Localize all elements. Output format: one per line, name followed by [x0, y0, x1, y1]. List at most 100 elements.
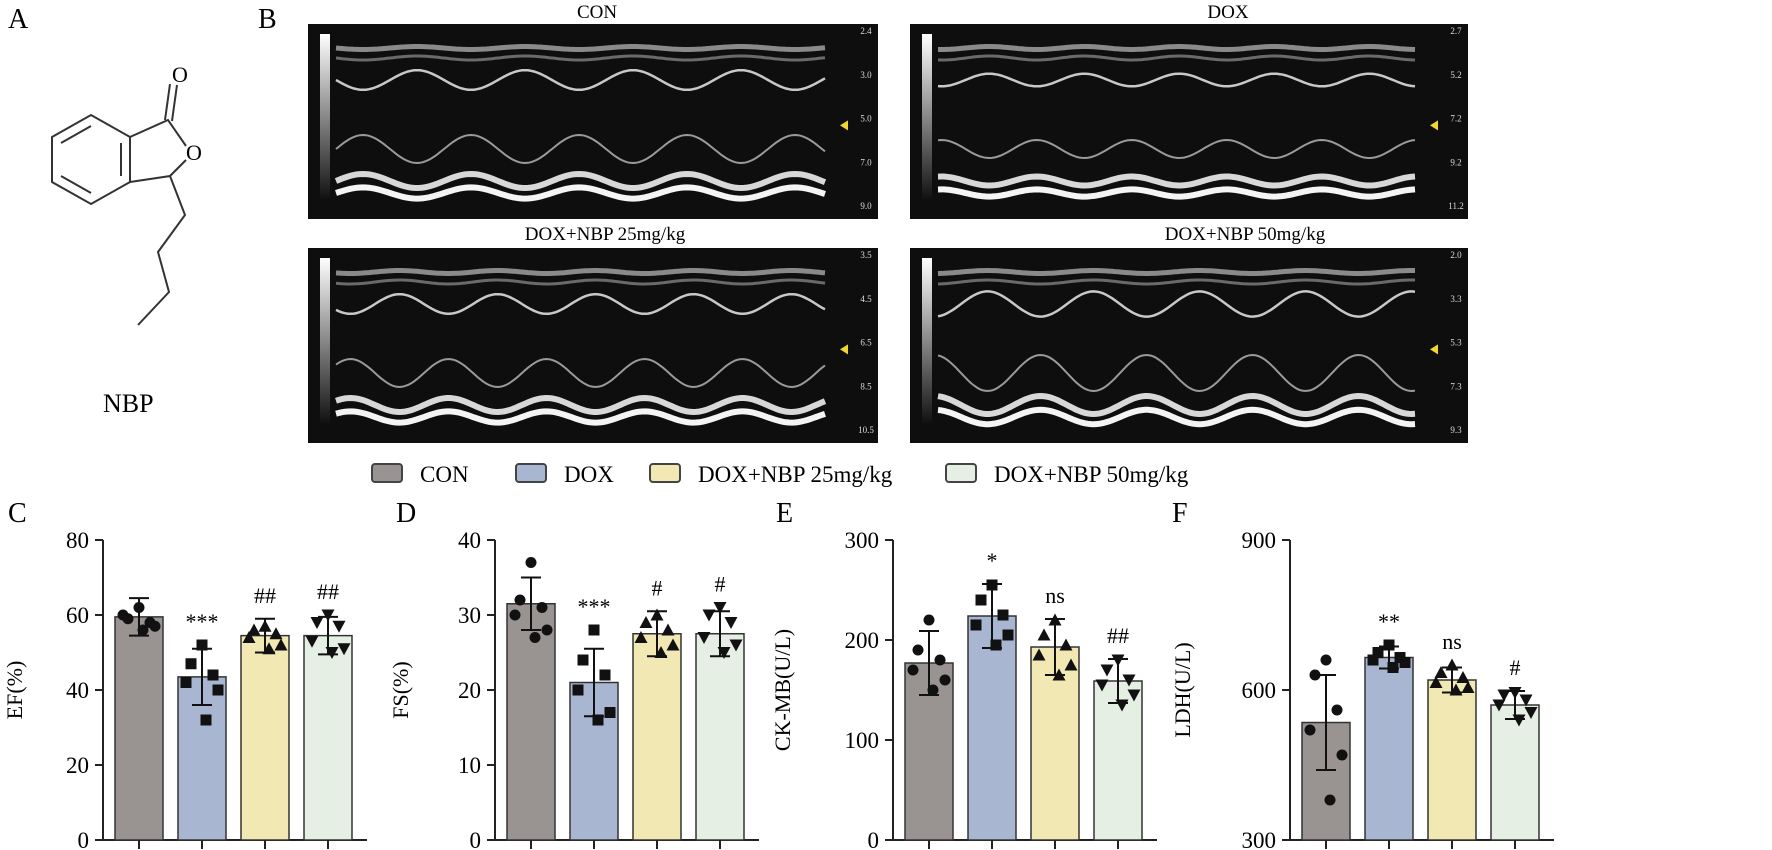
data-point — [1095, 679, 1109, 692]
data-point — [650, 608, 664, 621]
significance-label: ns — [1045, 583, 1065, 608]
significance-label: *** — [186, 609, 219, 634]
echo-scale-label: 7.2 — [1450, 114, 1461, 124]
panel-letter-c: C — [8, 498, 27, 529]
y-tick-label: 80 — [66, 528, 89, 553]
data-point — [702, 609, 716, 622]
data-point — [196, 639, 208, 651]
significance-label: # — [1510, 655, 1521, 680]
y-axis-label: CK-MB(U/L) — [770, 629, 795, 751]
data-point — [907, 664, 919, 676]
data-point — [529, 632, 541, 643]
significance-label: # — [715, 572, 726, 597]
bar-DOX+NBP 50mg/kg — [1490, 704, 1540, 841]
data-point — [666, 638, 680, 651]
data-point — [599, 669, 611, 681]
significance-label: # — [652, 575, 663, 600]
data-point — [1497, 689, 1511, 702]
data-point — [1449, 683, 1463, 696]
echo-image-con: 2.4 3.0 5.0 7.0 9.0 — [308, 24, 878, 219]
data-point — [310, 617, 324, 629]
echo-posterior-wall — [334, 170, 827, 192]
echo-scale-label: 4.5 — [860, 294, 872, 304]
data-point — [927, 684, 939, 696]
echo-wall-line — [937, 54, 1416, 62]
echo-epicardium — [335, 184, 826, 202]
data-point — [1111, 654, 1125, 667]
panel-letter-f: F — [1172, 498, 1188, 529]
data-point — [923, 614, 935, 626]
data-point — [1115, 699, 1129, 712]
echo-septum-line — [937, 72, 1416, 88]
legend-label-nbp25: DOX+NBP 25mg/kg — [698, 462, 893, 487]
y-tick-label: 0 — [868, 828, 880, 850]
echo-wall-line — [335, 44, 826, 52]
echo-scale-label: 2.7 — [1450, 26, 1462, 36]
data-point — [1032, 648, 1046, 661]
data-point — [912, 644, 924, 656]
legend-label-con: CON — [420, 462, 469, 487]
echo-scale-label: 2.4 — [860, 26, 872, 36]
data-point — [1122, 674, 1136, 687]
echo-scale-label: 10.5 — [858, 425, 874, 435]
data-point — [1524, 707, 1538, 719]
bar-DOX+NBP 50mg/kg — [303, 634, 353, 841]
data-point — [262, 642, 276, 655]
y-axis-label: EF(%) — [2, 661, 27, 720]
significance-label: ns — [1442, 629, 1462, 654]
y-tick-label: 60 — [66, 603, 89, 628]
echo-image-dox: 2.7 5.2 7.2 9.2 11.2 — [910, 24, 1468, 219]
panel-letter-b: B — [258, 4, 277, 35]
significance-label: ** — [1378, 609, 1400, 634]
echo-scale-label: 9.2 — [1450, 157, 1461, 167]
bar-DOX+NBP 50mg/kg — [1093, 680, 1143, 841]
data-point — [1336, 749, 1348, 761]
bar-DOX — [1364, 656, 1414, 841]
echo-scale-label: 2.0 — [1450, 250, 1462, 260]
data-point — [1052, 668, 1066, 681]
y-tick-label: 100 — [845, 728, 880, 753]
data-point — [269, 627, 283, 640]
benzene-ring — [51, 113, 131, 206]
echo-epicardium — [937, 406, 1416, 428]
data-point — [200, 714, 212, 726]
data-point — [717, 647, 731, 659]
data-point — [1519, 694, 1533, 707]
data-point — [1399, 657, 1411, 668]
y-tick-label: 0 — [470, 828, 482, 850]
echo-title-con: CON — [577, 2, 617, 23]
data-point — [592, 714, 604, 726]
bar-DOX+NBP 25mg/kg — [240, 634, 290, 841]
echo-wall-line — [938, 44, 1416, 52]
data-point — [577, 654, 589, 666]
data-point — [133, 602, 145, 613]
legend-label-nbp50: DOX+NBP 50mg/kg — [994, 462, 1189, 487]
data-point — [1512, 714, 1526, 727]
significance-label: *** — [578, 594, 611, 619]
data-point — [588, 624, 600, 636]
significance-label: ## — [317, 579, 339, 604]
significance-label: ## — [1107, 623, 1129, 648]
data-point — [305, 635, 319, 648]
chart-f: 300 600 900 LDH(U/L) ** ns # — [1170, 528, 1554, 850]
data-point — [258, 619, 272, 632]
data-point — [639, 616, 653, 628]
data-point — [1304, 724, 1316, 736]
echo-septum-line — [335, 68, 826, 92]
echo-image-nbp25: 3.5 4.5 6.5 8.5 10.5 — [308, 248, 878, 443]
legend-swatch-nbp50 — [945, 463, 977, 483]
echo-posterior-line — [335, 133, 826, 165]
data-point — [997, 609, 1009, 621]
data-point — [514, 594, 526, 606]
panel-letter-a: A — [8, 4, 29, 35]
y-tick-label: 600 — [1242, 678, 1277, 703]
echo-wall-line — [937, 278, 1415, 286]
legend-swatch-nbp25 — [649, 463, 681, 483]
bar-DOX+NBP 50mg/kg — [695, 633, 745, 841]
echo-scale-label: 11.2 — [1448, 201, 1463, 211]
grayscale-bar — [320, 34, 330, 199]
echo-scale-label: 5.3 — [1450, 338, 1462, 348]
data-point — [1456, 671, 1470, 683]
echo-title-nbp50: DOX+NBP 50mg/kg — [1165, 224, 1326, 245]
lactone-ring — [129, 118, 187, 147]
